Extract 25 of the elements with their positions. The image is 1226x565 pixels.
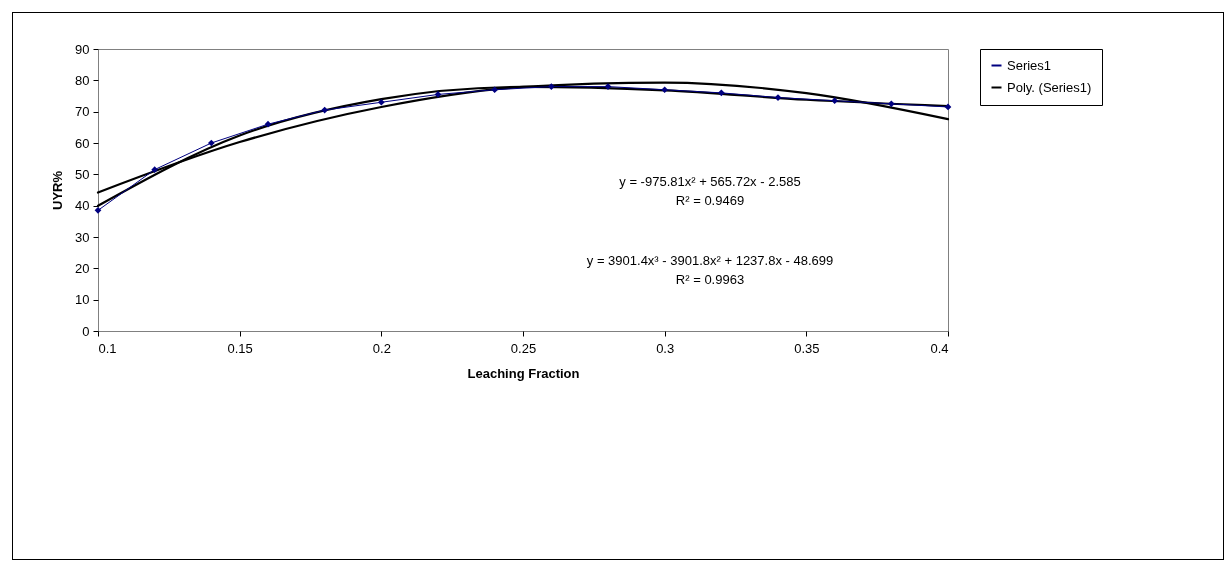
y-tick-label: 10 [75, 292, 90, 308]
y-tick-label: 70 [75, 104, 90, 120]
x-tick-label: 0.1 [98, 340, 117, 356]
y-tick-label: 90 [75, 41, 90, 57]
y-tick-label: 80 [75, 72, 90, 88]
y-axis-title: UYR% [50, 170, 66, 211]
legend-label: Poly. (Series1) [1007, 79, 1092, 95]
y-tick-label: 50 [75, 166, 90, 182]
annotation: R² = 0.9963 [675, 272, 745, 288]
y-tick-label: 40 [75, 198, 90, 214]
annotation: y = -975.81x² + 565.72x - 2.585 [619, 173, 801, 189]
x-tick-label: 0.2 [372, 340, 391, 356]
x-tick-label: 0.25 [510, 340, 537, 356]
y-tick-label: 0 [82, 323, 90, 339]
legend-label: Series1 [1007, 57, 1052, 73]
x-axis-title: Leaching Fraction [467, 365, 580, 381]
y-tick-label: 20 [75, 260, 90, 276]
annotation: y = 3901.4x³ - 3901.8x² + 1237.8x - 48.699 [586, 252, 834, 268]
x-tick-label: 0.4 [930, 340, 949, 356]
x-tick-label: 0.35 [794, 340, 820, 356]
y-tick-label: 30 [75, 229, 90, 245]
x-tick-label: 0.15 [227, 340, 253, 356]
x-tick-label: 0.3 [656, 340, 675, 356]
annotation: R² = 0.9469 [675, 193, 745, 209]
y-tick-label: 60 [75, 135, 90, 151]
